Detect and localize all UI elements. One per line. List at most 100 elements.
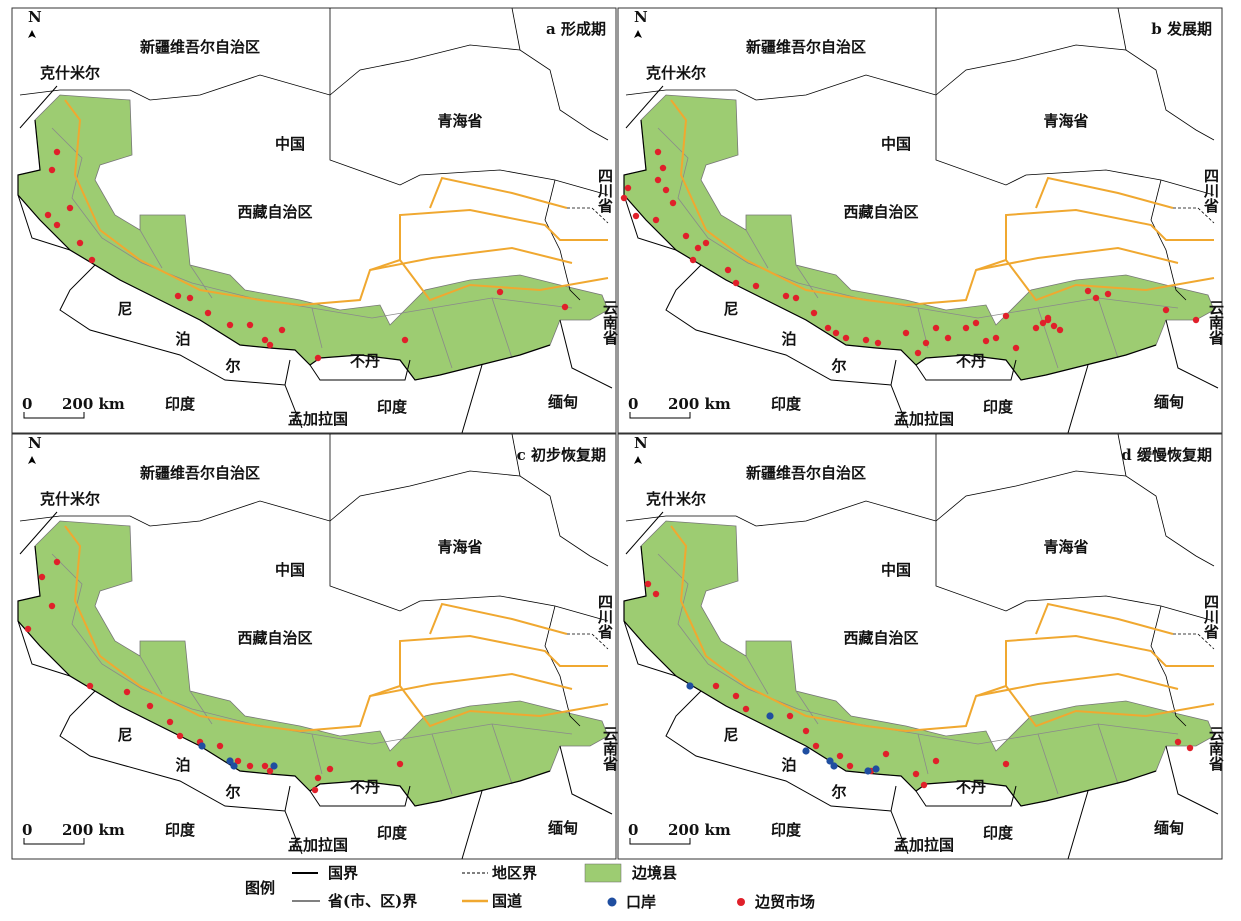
map-label: 新疆维吾尔自治区 bbox=[746, 464, 866, 482]
county-line bbox=[745, 229, 769, 269]
county-line bbox=[1097, 723, 1119, 785]
country-border bbox=[59, 264, 291, 386]
county-line bbox=[189, 690, 213, 725]
border-market-dot bbox=[326, 765, 334, 773]
border-market-dot bbox=[786, 712, 794, 720]
county-line bbox=[1097, 297, 1119, 359]
country-border bbox=[623, 620, 677, 677]
county-line bbox=[795, 264, 819, 299]
map-label: 缅甸 bbox=[548, 819, 578, 837]
national-road bbox=[369, 246, 573, 271]
border-market-dot bbox=[1050, 322, 1058, 330]
map-label: 西藏自治区 bbox=[237, 629, 312, 647]
border-market-dot bbox=[802, 727, 810, 735]
national-road bbox=[670, 525, 1214, 733]
map-label: 0 bbox=[628, 821, 638, 839]
border-market-dot bbox=[920, 781, 928, 789]
port-dot bbox=[270, 762, 278, 770]
border-market-dot bbox=[752, 282, 760, 290]
border-market-dot bbox=[632, 212, 640, 220]
map-label: 泊 bbox=[175, 756, 190, 774]
north-arrow bbox=[28, 30, 36, 38]
border-market-dot bbox=[401, 336, 409, 344]
map-label: 孟加拉国 bbox=[288, 836, 348, 854]
county-line bbox=[51, 127, 573, 319]
border-market-dot bbox=[732, 279, 740, 287]
map-label: 印度 bbox=[165, 395, 196, 413]
port-dot bbox=[198, 742, 206, 750]
border-market-dot bbox=[226, 321, 234, 329]
map-label: 不丹 bbox=[956, 352, 986, 370]
border-market-dot bbox=[812, 742, 820, 750]
border-market-dot bbox=[174, 292, 182, 300]
border-market-dot bbox=[914, 349, 922, 357]
country-border bbox=[1067, 364, 1089, 434]
county-line bbox=[1037, 733, 1059, 795]
map-label: 青海省 bbox=[1043, 112, 1088, 130]
border-market-dot bbox=[234, 757, 242, 765]
map-label: 尔 bbox=[831, 783, 846, 801]
map-label: 新疆维吾尔自治区 bbox=[746, 38, 866, 56]
border-market-dot bbox=[644, 580, 652, 588]
port-dot bbox=[872, 765, 880, 773]
border-market-dot bbox=[662, 186, 670, 194]
legend-label: 国道 bbox=[492, 892, 522, 910]
country-border bbox=[915, 359, 1017, 381]
map-label: N bbox=[28, 8, 42, 26]
county-line bbox=[1037, 307, 1059, 369]
national-road bbox=[399, 685, 609, 728]
port-dot bbox=[830, 762, 838, 770]
border-market-dot bbox=[44, 211, 52, 219]
border-market-dot bbox=[912, 770, 920, 778]
legend-label: 地区界 bbox=[492, 864, 537, 882]
border-market-dot bbox=[48, 602, 56, 610]
border-market-dot bbox=[1162, 306, 1170, 314]
border-market-dot bbox=[932, 757, 940, 765]
regional-border bbox=[1173, 633, 1215, 650]
kashmir-arrow bbox=[625, 511, 664, 555]
panel-title: b 发展期 bbox=[1151, 20, 1212, 38]
north-arrow bbox=[634, 456, 642, 464]
national-road bbox=[369, 672, 573, 697]
country-border bbox=[17, 194, 71, 251]
border-market-dot bbox=[832, 329, 840, 337]
map-label: 云南省 bbox=[1207, 726, 1225, 772]
county-line bbox=[657, 553, 1179, 745]
north-arrow bbox=[634, 30, 642, 38]
border-market-dot bbox=[1032, 324, 1040, 332]
border-market-dot bbox=[992, 334, 1000, 342]
map-label: 云南省 bbox=[601, 300, 619, 346]
panel-title: a 形成期 bbox=[546, 20, 606, 38]
border-market-dot bbox=[246, 762, 254, 770]
border-market-dot bbox=[932, 324, 940, 332]
map-label: 尼 bbox=[117, 726, 132, 744]
border-market-dot bbox=[1044, 314, 1052, 322]
map-label: 西藏自治区 bbox=[843, 203, 918, 221]
border-market-dot bbox=[1104, 290, 1112, 298]
county-line bbox=[189, 264, 213, 299]
county-line bbox=[139, 229, 163, 269]
map-label: 不丹 bbox=[350, 778, 380, 796]
port-dot bbox=[864, 767, 872, 775]
map-label: 尔 bbox=[225, 783, 240, 801]
map-label: 中国 bbox=[275, 561, 305, 579]
scale-bar bbox=[23, 412, 85, 419]
country-border bbox=[309, 785, 411, 807]
border-market-dot bbox=[266, 767, 274, 775]
national-border bbox=[17, 119, 551, 381]
border-market-dot bbox=[246, 321, 254, 329]
country-border bbox=[623, 194, 677, 251]
border-market-dot bbox=[48, 166, 56, 174]
port-dot bbox=[230, 762, 238, 770]
provincial-border bbox=[1150, 605, 1187, 727]
map-label: 云南省 bbox=[1207, 300, 1225, 346]
border-market-dot bbox=[922, 339, 930, 347]
map-label: 0 bbox=[628, 395, 638, 413]
border-market-dot bbox=[1084, 287, 1092, 295]
map-label: 四川省 bbox=[1202, 594, 1220, 640]
country-border bbox=[284, 810, 303, 855]
panel-title: d 缓慢恢复期 bbox=[1121, 446, 1212, 464]
